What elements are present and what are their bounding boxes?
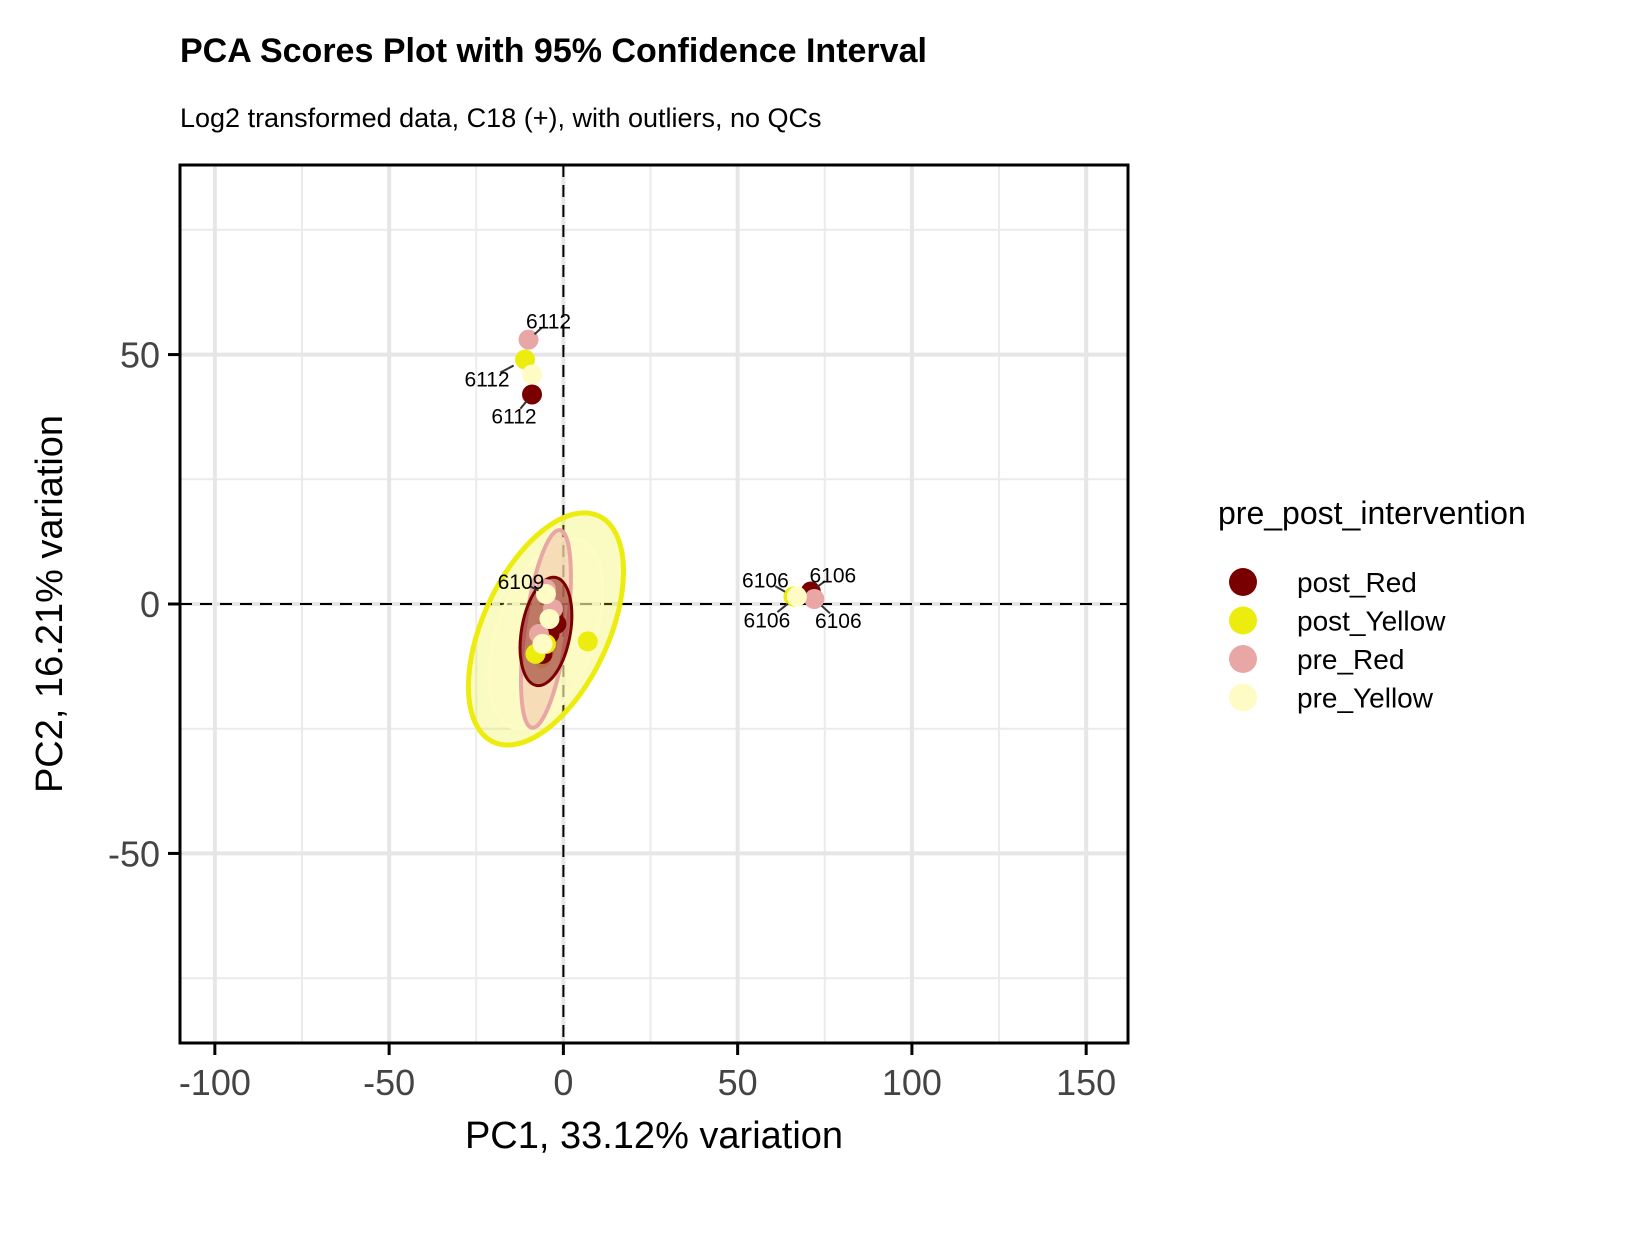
y-tick-label: 50 (120, 335, 160, 376)
label-leader-line (533, 327, 543, 335)
point-label: 6112 (464, 369, 509, 392)
point-label: 6112 (491, 405, 536, 428)
label-leader-line (499, 364, 515, 374)
x-tick-label: -100 (179, 1062, 251, 1103)
point-label: 6106 (742, 570, 789, 593)
confidence-ellipses (465, 510, 626, 748)
point-label: 6106 (815, 610, 862, 633)
x-tick-label: 150 (1056, 1062, 1116, 1103)
legend-key-pre-yellow (1229, 683, 1257, 712)
data-points (515, 329, 825, 664)
data-point-pre-red (804, 589, 825, 610)
point-labels: 6112 6106 6112 6106 6112 6106 6106 6109 (464, 311, 861, 633)
data-point-pre-yellow (532, 633, 553, 654)
y-tick-label: 0 (140, 584, 160, 625)
legend-label: pre_Yellow (1297, 683, 1434, 714)
label-leader-line (820, 604, 831, 615)
legend-label: pre_Red (1297, 644, 1404, 675)
legend-key-post-yellow (1229, 606, 1257, 635)
x-tick-label: 100 (882, 1062, 942, 1103)
reference-lines (180, 165, 1128, 1043)
legend: pre_post_intervention post_Red post_Yello… (1218, 495, 1526, 714)
legend-key-pre-red (1229, 645, 1257, 673)
y-tick-label: -50 (108, 833, 160, 874)
x-tick-label: 0 (553, 1062, 573, 1103)
x-axis-title: PC1, 33.12% variation (465, 1115, 843, 1157)
data-point-post-yellow (577, 631, 598, 652)
x-tick-label: 50 (718, 1062, 758, 1103)
label-leader-line (519, 400, 528, 410)
axes: -100 -50 0 50 100 150 -50 0 50 (108, 335, 1116, 1103)
point-label: 6112 (526, 311, 571, 334)
legend-title: pre_post_intervention (1218, 495, 1526, 531)
label-leader-line (529, 585, 539, 592)
data-point-post-red (522, 384, 543, 405)
legend-key-post-red (1229, 568, 1257, 596)
x-tick-label: -50 (363, 1062, 415, 1103)
chart-subtitle: Log2 transformed data, C18 (+), with out… (180, 103, 822, 133)
label-leader-line (774, 585, 786, 593)
chart-title: PCA Scores Plot with 95% Confidence Inte… (180, 32, 927, 70)
data-point-pre-yellow (535, 584, 556, 605)
label-leader-line (776, 602, 789, 613)
legend-label: post_Yellow (1297, 606, 1446, 637)
data-point-pre-red (518, 329, 539, 350)
data-point-post-yellow (515, 349, 536, 370)
point-label: 6106 (809, 565, 856, 588)
label-leader-line (816, 580, 826, 588)
point-label: 6109 (498, 571, 545, 594)
data-point-pre-yellow (522, 364, 543, 385)
y-axis-title: PC2, 16.21% variation (29, 415, 71, 793)
point-label: 6106 (744, 610, 791, 633)
legend-label: post_Red (1297, 567, 1417, 598)
data-point-pre-yellow (786, 586, 807, 607)
data-point-pre-yellow (539, 608, 560, 629)
